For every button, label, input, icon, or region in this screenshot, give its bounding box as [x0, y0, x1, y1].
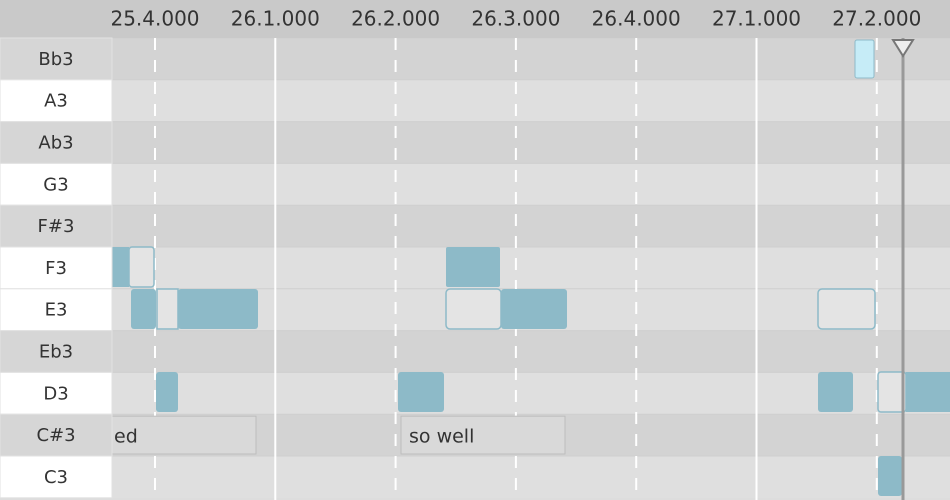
key-label: F3	[45, 258, 67, 279]
key-label: Eb3	[39, 342, 73, 363]
white-key	[0, 162, 113, 206]
note[interactable]	[398, 372, 444, 412]
white-key	[0, 371, 113, 415]
row	[112, 372, 950, 415]
row	[112, 38, 950, 80]
timeline-bar	[0, 0, 950, 38]
row	[112, 205, 950, 247]
row	[112, 121, 950, 164]
key-label: Ab3	[38, 133, 73, 154]
row	[112, 330, 950, 373]
note[interactable]	[156, 372, 178, 412]
lyric-box	[111, 415, 257, 455]
key-label: F#3	[38, 216, 75, 237]
key-label: G3	[43, 174, 68, 195]
keyboard: Bb3 A3 Ab3 G3 F#3 F3 E3 Eb3 D3 C#3 C3	[0, 37, 113, 499]
timeline-label: 26.4.000	[592, 7, 681, 31]
note[interactable]	[446, 247, 500, 287]
note[interactable]	[818, 372, 853, 412]
note[interactable]	[128, 246, 155, 288]
note[interactable]	[854, 39, 875, 79]
note[interactable]	[878, 456, 902, 496]
notes	[112, 39, 950, 496]
timeline-label: 26.1.000	[231, 7, 320, 31]
key-label: Bb3	[38, 49, 73, 70]
lyric-text: so well	[409, 426, 474, 448]
timeline-label: 27.1.000	[712, 7, 801, 31]
note[interactable]	[817, 288, 876, 330]
note[interactable]	[906, 372, 950, 412]
white-key	[0, 455, 113, 499]
lyrics: ed so well	[111, 415, 566, 455]
white-key	[0, 246, 113, 290]
black-key	[0, 204, 113, 248]
note[interactable]	[112, 247, 129, 287]
key-label: E3	[45, 300, 68, 321]
timeline-label: 26.3.000	[471, 7, 560, 31]
white-key	[0, 288, 113, 332]
key-label: A3	[44, 91, 68, 112]
lyric-box	[400, 415, 566, 455]
row	[112, 79, 950, 122]
timeline-mask	[0, 0, 112, 38]
row	[112, 247, 950, 289]
black-key	[0, 413, 113, 457]
playhead-handle[interactable]	[891, 39, 915, 58]
timeline-label: 25.4.000	[110, 7, 199, 31]
timeline: 25.4.000 26.1.000 26.2.000 26.3.000 26.4.000…	[0, 0, 921, 38]
row	[112, 163, 950, 206]
key-label: C3	[44, 467, 68, 488]
note[interactable]	[178, 289, 258, 329]
row	[112, 456, 950, 498]
note[interactable]	[445, 288, 502, 330]
lyric-text: ed	[114, 426, 138, 448]
key-label: C#3	[36, 425, 75, 446]
note[interactable]	[501, 289, 567, 329]
black-key	[0, 37, 113, 81]
note[interactable]	[156, 288, 179, 330]
white-key	[0, 79, 113, 123]
timeline-label: 26.2.000	[351, 7, 440, 31]
note[interactable]	[131, 289, 156, 329]
key-label: D3	[43, 383, 68, 404]
timeline-label: 27.2.000	[832, 7, 921, 31]
